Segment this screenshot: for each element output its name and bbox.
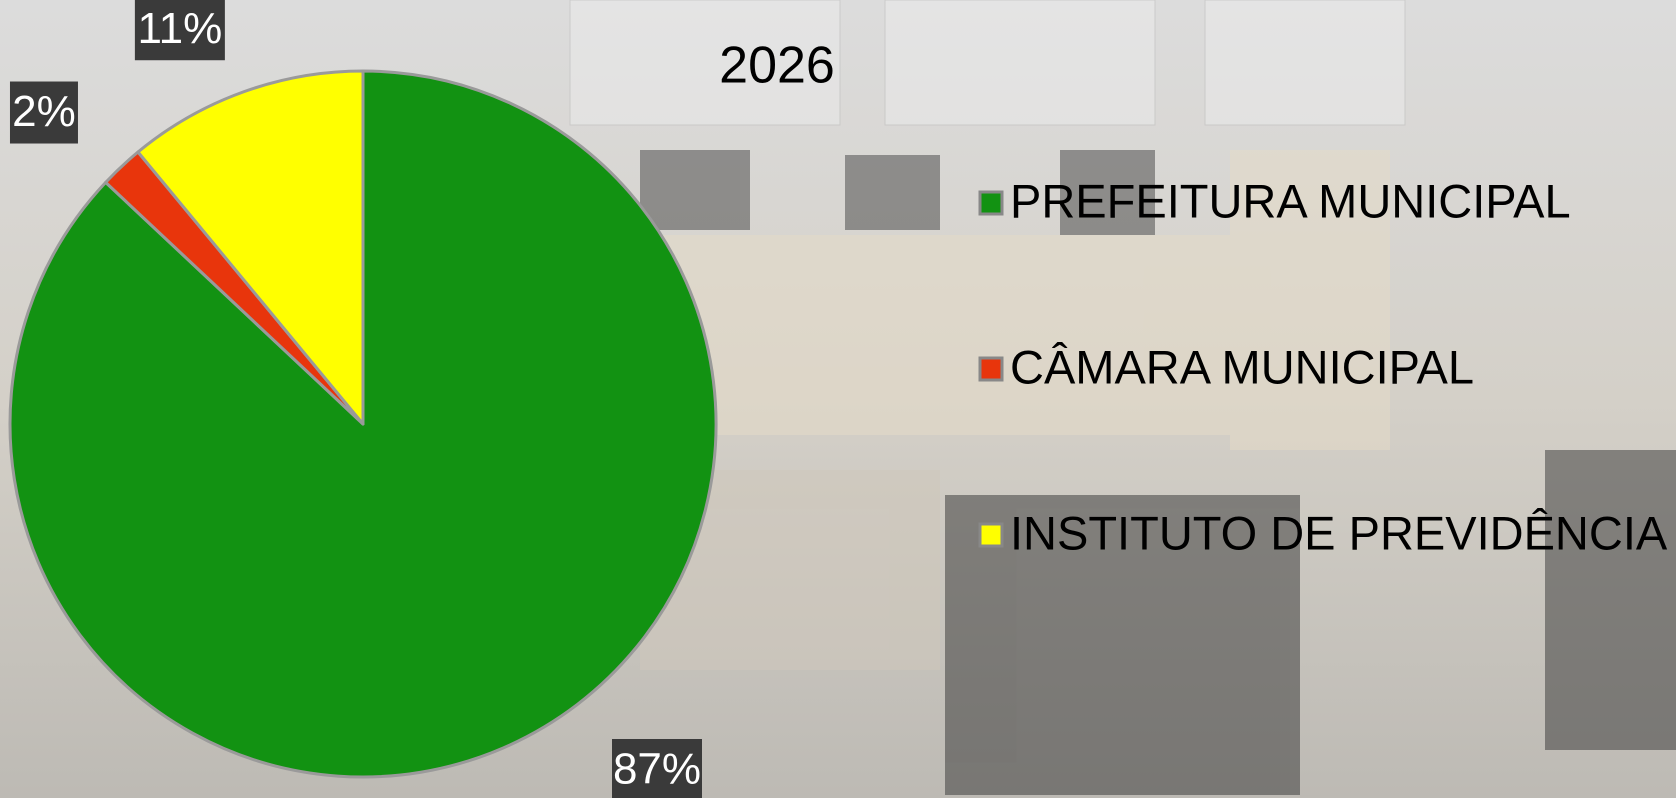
pie-slice xyxy=(136,69,365,426)
legend-marker xyxy=(978,356,1004,382)
data-label: 87% xyxy=(613,745,701,794)
data-labels: 87% 2% 11% xyxy=(9,0,702,798)
legend-marker xyxy=(978,522,1004,548)
legend-marker xyxy=(978,190,1004,216)
legend-label: INSTITUTO DE PREVIDÊNCIA xyxy=(1010,506,1668,559)
legend-label: CÂMARA MUNICIPAL xyxy=(1010,340,1474,393)
data-label-box xyxy=(134,0,225,61)
data-label: 2% xyxy=(12,87,76,136)
legend-label: PREFEITURA MUNICIPAL xyxy=(1010,174,1571,227)
legend: PREFEITURA MUNICIPAL CÂMARA MUNICIPAL INST… xyxy=(978,174,1668,559)
pie xyxy=(8,69,718,779)
chart-title: 2026 xyxy=(719,37,835,95)
background-photo xyxy=(569,0,1676,795)
data-label-box xyxy=(9,81,78,144)
data-label-box xyxy=(612,739,702,798)
data-label: 11% xyxy=(137,4,222,53)
